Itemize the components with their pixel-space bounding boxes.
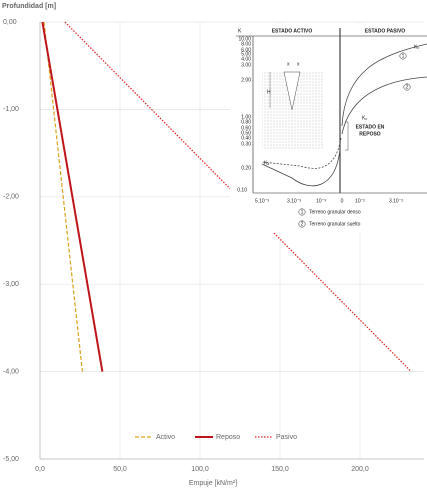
- inset-header: ESTADO ACTIVO: [272, 28, 313, 34]
- inset-label: 1: [402, 53, 405, 59]
- inset-label: Kₚ: [414, 44, 419, 50]
- y-tick-label: -2,00: [3, 194, 19, 201]
- inset-label: 2: [406, 84, 409, 90]
- inset-label: Kₒ: [362, 115, 367, 121]
- legend-label: Reposo: [216, 434, 240, 441]
- inset-tick: 0.30: [241, 141, 251, 147]
- inset-label: Kₐ: [264, 160, 269, 166]
- inset-tick: 3.00: [241, 62, 251, 68]
- inset-tick: 10⁻²: [355, 198, 365, 204]
- x-tick-label: 100,0: [191, 466, 209, 473]
- inset-tick: 2.00: [241, 77, 251, 83]
- inset-label: ESTADO EN: [356, 124, 385, 130]
- inset-legend-text: Terreno granular suelto: [309, 221, 361, 227]
- x-axis-label: Empuje [kN/m²]: [189, 480, 237, 487]
- x-tick-label: 200,0: [351, 466, 369, 473]
- inset-tick: 0.10: [237, 187, 247, 193]
- chart: Profundidad [m] Empuje [kN/m²] 0,00-1,00…: [0, 0, 427, 489]
- y-tick-label: 0,00: [3, 19, 17, 26]
- inset-legend-num: 2: [301, 221, 304, 227]
- x-tick-label: 50,0: [113, 466, 127, 473]
- y-tick-label: -1,00: [3, 106, 19, 113]
- y-tick-label: -5,00: [3, 456, 19, 463]
- inset-tick: 0.20: [241, 165, 251, 171]
- inset-label: REPOSO: [359, 131, 381, 137]
- inset-label: H: [267, 89, 271, 95]
- y-tick-label: -4,00: [3, 368, 19, 375]
- y-tick-label: -3,00: [3, 281, 19, 288]
- inset-tick: 0: [341, 198, 344, 204]
- inset-tick: 3.10⁻³: [287, 198, 301, 204]
- inset-tick: 3.10⁻²: [389, 198, 403, 204]
- inset-legend-text: Terreno granular denso: [309, 209, 361, 215]
- inset: K ESTADO ACTIVO ESTADO PASIVO 10.00 8.00…: [230, 24, 427, 233]
- inset-tick: 5.10⁻³: [255, 198, 269, 204]
- legend-label: Pasivo: [276, 434, 297, 441]
- x-tick-label: 0,0: [35, 466, 45, 473]
- y-axis-label: Profundidad [m]: [2, 3, 56, 10]
- inset-tick: 10⁻³: [316, 198, 326, 204]
- inset-legend-num: 1: [301, 209, 304, 215]
- x-tick-label: 150,0: [271, 466, 289, 473]
- legend-label: Activo: [156, 434, 175, 441]
- inset-header: ESTADO PASIVO: [365, 28, 405, 34]
